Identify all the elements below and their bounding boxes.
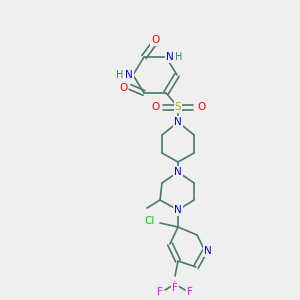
Text: O: O xyxy=(119,83,127,93)
Text: N: N xyxy=(174,117,182,127)
Text: F: F xyxy=(157,287,163,297)
Text: N: N xyxy=(204,246,212,256)
Text: O: O xyxy=(197,102,205,112)
Text: O: O xyxy=(151,35,159,45)
Text: Cl: Cl xyxy=(145,216,155,226)
Text: F: F xyxy=(187,287,193,297)
Text: N: N xyxy=(174,205,182,215)
Text: H: H xyxy=(116,70,124,80)
Text: N: N xyxy=(174,167,182,177)
Text: O: O xyxy=(151,102,159,112)
Text: N: N xyxy=(125,70,133,80)
Text: N: N xyxy=(166,52,174,62)
Text: S: S xyxy=(175,102,181,112)
Text: F: F xyxy=(172,283,178,293)
Text: H: H xyxy=(175,52,183,62)
